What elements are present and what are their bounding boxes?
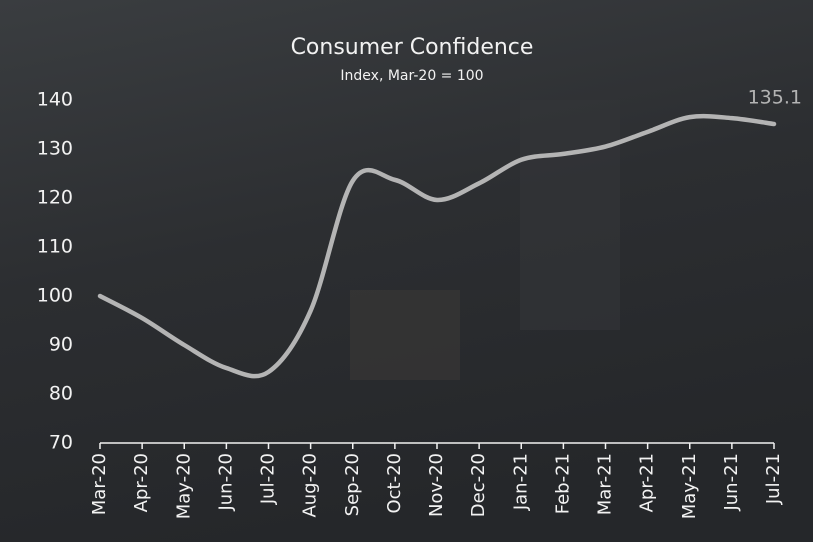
x-tick-label: Mar-20 <box>89 453 110 515</box>
x-tick-label: Apr-21 <box>637 453 658 512</box>
chart-title: Consumer Confidence <box>291 35 534 60</box>
y-tick-label: 120 <box>37 187 73 209</box>
x-tick-label: May-20 <box>173 453 194 519</box>
y-tick-label: 130 <box>37 138 73 160</box>
x-tick-label: Sep-20 <box>342 453 363 516</box>
y-tick-label: 70 <box>49 432 73 454</box>
x-tick-label: Jun-20 <box>215 453 236 512</box>
background-building <box>520 100 620 330</box>
x-tick-label: Dec-20 <box>468 453 489 517</box>
chart: Consumer Confidence Index, Mar-20 = 100 … <box>0 0 813 542</box>
x-tick-label: Apr-20 <box>131 453 152 512</box>
x-tick-label: May-21 <box>679 453 700 519</box>
y-tick-label: 80 <box>49 383 73 405</box>
data-label: 135.1 <box>748 87 802 109</box>
x-tick-label: Mar-21 <box>595 453 616 515</box>
x-tick-label: Aug-20 <box>300 453 321 518</box>
x-tick-label: Feb-21 <box>552 453 573 514</box>
x-tick-label: Nov-20 <box>426 453 447 517</box>
background-building <box>350 290 460 380</box>
x-tick-label: Jan-21 <box>510 453 531 511</box>
chart-subtitle: Index, Mar-20 = 100 <box>340 68 483 84</box>
x-tick-label: Jul-20 <box>258 453 279 505</box>
y-tick-label: 90 <box>49 334 73 356</box>
y-tick-label: 110 <box>37 236 73 258</box>
y-tick-label: 100 <box>37 285 73 307</box>
y-tick-label: 140 <box>37 89 73 111</box>
x-tick-label: Jun-21 <box>721 453 742 512</box>
x-tick-label: Oct-20 <box>384 453 405 514</box>
x-tick-label: Jul-21 <box>763 453 784 505</box>
